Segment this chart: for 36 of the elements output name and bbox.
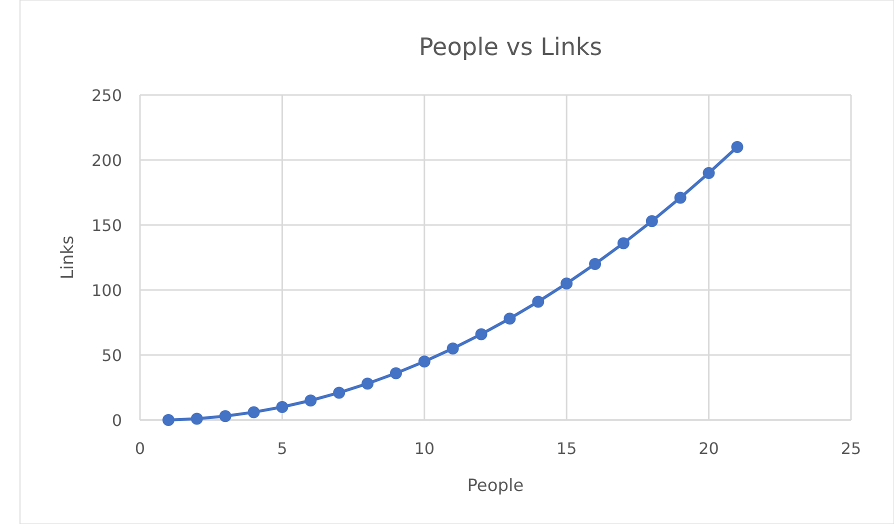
- point: [276, 401, 288, 413]
- point: [504, 312, 516, 325]
- y-tick-label: 100: [91, 281, 122, 300]
- point: [333, 386, 346, 399]
- x-tick-label: 10: [414, 439, 435, 458]
- point: [248, 406, 260, 418]
- point: [219, 410, 232, 422]
- point: [190, 412, 203, 425]
- y-axis-title: Links: [58, 236, 78, 280]
- point: [674, 192, 686, 204]
- point: [446, 342, 459, 354]
- point: [418, 356, 430, 368]
- x-axis-title: People: [467, 476, 524, 496]
- point: [475, 328, 488, 340]
- point: [532, 296, 544, 308]
- x-tick-label: 20: [698, 439, 719, 458]
- x-tick-label: 15: [556, 439, 577, 458]
- x-tick-label: 25: [840, 439, 862, 458]
- y-tick-label: 250: [91, 86, 122, 105]
- point: [702, 167, 715, 179]
- point: [560, 278, 573, 290]
- chart-title: People vs Links: [418, 33, 602, 61]
- point: [304, 394, 317, 406]
- y-tick-label: 0: [112, 411, 122, 430]
- point: [646, 215, 658, 228]
- point: [362, 378, 374, 390]
- point: [617, 237, 630, 250]
- y-tick-label: 200: [91, 151, 122, 170]
- y-tick-label: 150: [91, 216, 122, 235]
- y-tick-label: 50: [102, 346, 122, 365]
- x-tick-label: 5: [277, 439, 288, 458]
- x-tick-label: 0: [134, 439, 146, 458]
- point: [731, 141, 744, 153]
- point: [390, 367, 402, 380]
- point: [162, 414, 174, 426]
- point: [589, 258, 602, 270]
